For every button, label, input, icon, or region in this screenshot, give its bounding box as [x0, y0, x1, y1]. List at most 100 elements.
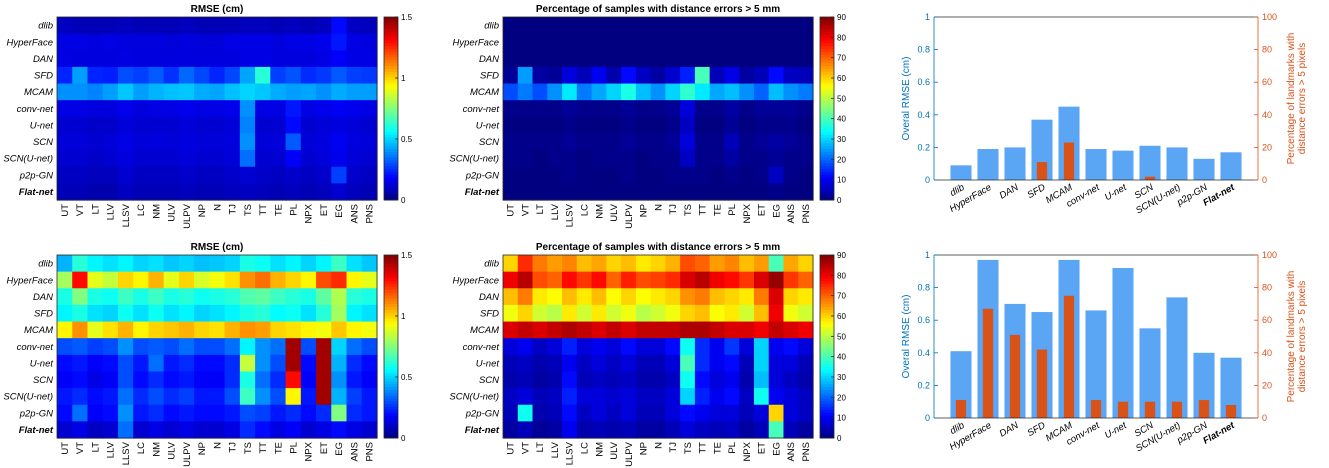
heatmap-cell: [57, 66, 73, 85]
heatmap-cell: [87, 421, 104, 439]
heatmap-cell: [709, 404, 726, 422]
heatmap-cell: [194, 50, 210, 68]
heatmap-cell: [133, 133, 150, 151]
heatmap-cell: [194, 17, 210, 35]
colorbar-band: [820, 309, 834, 313]
heatmap-cell: [665, 33, 681, 51]
column-label: ANS: [786, 442, 797, 462]
percentage-bar: [955, 400, 967, 418]
heatmap-cell: [133, 271, 150, 289]
heatmap-cell: [739, 388, 755, 406]
heatmap-cell: [709, 304, 726, 323]
column-label: TT: [258, 204, 269, 216]
heatmap-cell: [300, 17, 317, 35]
colorbar-band: [384, 154, 398, 158]
heatmap-4: Percentage of samples with distance erro…: [449, 242, 846, 467]
colorbar-band: [820, 349, 834, 353]
colorbar-band: [820, 97, 834, 101]
colorbar-band: [384, 17, 398, 21]
colorbar-band: [384, 122, 398, 127]
heatmap-cell: [163, 271, 180, 289]
heatmap-cell: [694, 133, 711, 151]
heatmap-cell: [665, 183, 681, 201]
heatmap-cell: [606, 133, 622, 151]
heatmap-cell: [209, 321, 226, 339]
column-label: LLV: [550, 203, 561, 220]
column-label: UT: [506, 442, 517, 455]
colorbar-band: [820, 392, 834, 396]
heatmap-cell: [694, 404, 711, 422]
heatmap-cell: [591, 421, 607, 439]
colorbar-band: [384, 65, 398, 69]
heatmap-cell: [331, 166, 348, 184]
heatmap-cell: [753, 354, 770, 373]
colorbar-band: [384, 94, 398, 98]
colorbar-band: [384, 48, 398, 52]
column-label: LLSV: [565, 441, 576, 465]
heatmap-cell: [331, 17, 348, 35]
heatmap-cell: [665, 100, 681, 118]
colorbar-band: [820, 426, 834, 430]
heatmap-cell: [503, 255, 519, 273]
column-label: VT: [520, 204, 531, 216]
heatmap-cell: [270, 133, 287, 151]
heatmap-cell: [361, 50, 378, 68]
colorbar-band: [384, 197, 398, 201]
heatmap-cell: [665, 304, 681, 323]
heatmap-cell: [102, 288, 119, 306]
heatmap-cell: [57, 83, 73, 101]
heatmap-cell: [102, 404, 119, 422]
heatmap-cell: [709, 271, 726, 289]
heatmap-cell: [798, 404, 814, 422]
heatmap-cell: [680, 388, 696, 406]
heatmap-cell: [178, 183, 195, 201]
heatmap-cell: [72, 17, 89, 35]
heatmap-cell: [532, 421, 548, 439]
heatmap-cell: [635, 288, 652, 306]
heatmap-cell: [133, 150, 150, 168]
heatmap-cell: [562, 404, 578, 422]
heatmap-cell: [753, 371, 770, 389]
colorbar-band: [384, 320, 398, 325]
colorbar-band: [820, 171, 834, 175]
heatmap-cell: [300, 371, 317, 389]
heatmap-cell: [270, 66, 287, 85]
colorbar-band: [384, 145, 398, 150]
colorbar-tick-label: 0: [837, 434, 842, 443]
row-label: DAN: [33, 292, 53, 303]
colorbar-band: [384, 269, 398, 273]
heatmap-cell: [517, 83, 534, 101]
colorbar-tick-label: 90: [837, 13, 846, 22]
heatmap-cell: [739, 66, 755, 85]
heatmap-cell: [783, 271, 799, 289]
heatmap-cell: [532, 321, 548, 339]
colorbar-band: [820, 343, 834, 347]
heatmap-cell: [163, 33, 180, 51]
heatmap-cell: [209, 116, 226, 135]
heatmap-cell: [57, 421, 73, 439]
heatmap-cell: [178, 33, 195, 51]
heatmap-cell: [503, 166, 519, 184]
heatmap-cell: [316, 100, 332, 118]
heatmap-cell: [57, 50, 73, 68]
heatmap-cell: [709, 255, 726, 273]
column-label: LLSV: [565, 203, 576, 227]
heatmap-cell: [621, 271, 637, 289]
heatmap-cell: [517, 116, 534, 135]
heatmap-cell: [57, 116, 73, 135]
heatmap-cell: [331, 388, 348, 406]
colorbar-band: [384, 292, 398, 296]
heatmap-cell: [361, 404, 378, 422]
row-label: conv-net: [17, 342, 54, 353]
row-label: U-net: [476, 120, 500, 131]
heatmap-cell: [270, 338, 287, 356]
heatmap-cell: [694, 304, 711, 323]
heatmap-cell: [133, 17, 150, 35]
heatmap-cell: [255, 50, 271, 68]
colorbar-band: [820, 85, 834, 89]
heatmap-cell: [148, 116, 165, 135]
heatmap-cell: [591, 83, 607, 101]
colorbar-band: [820, 326, 834, 330]
heatmap-cell: [591, 116, 607, 135]
heatmap-cell: [591, 183, 607, 201]
